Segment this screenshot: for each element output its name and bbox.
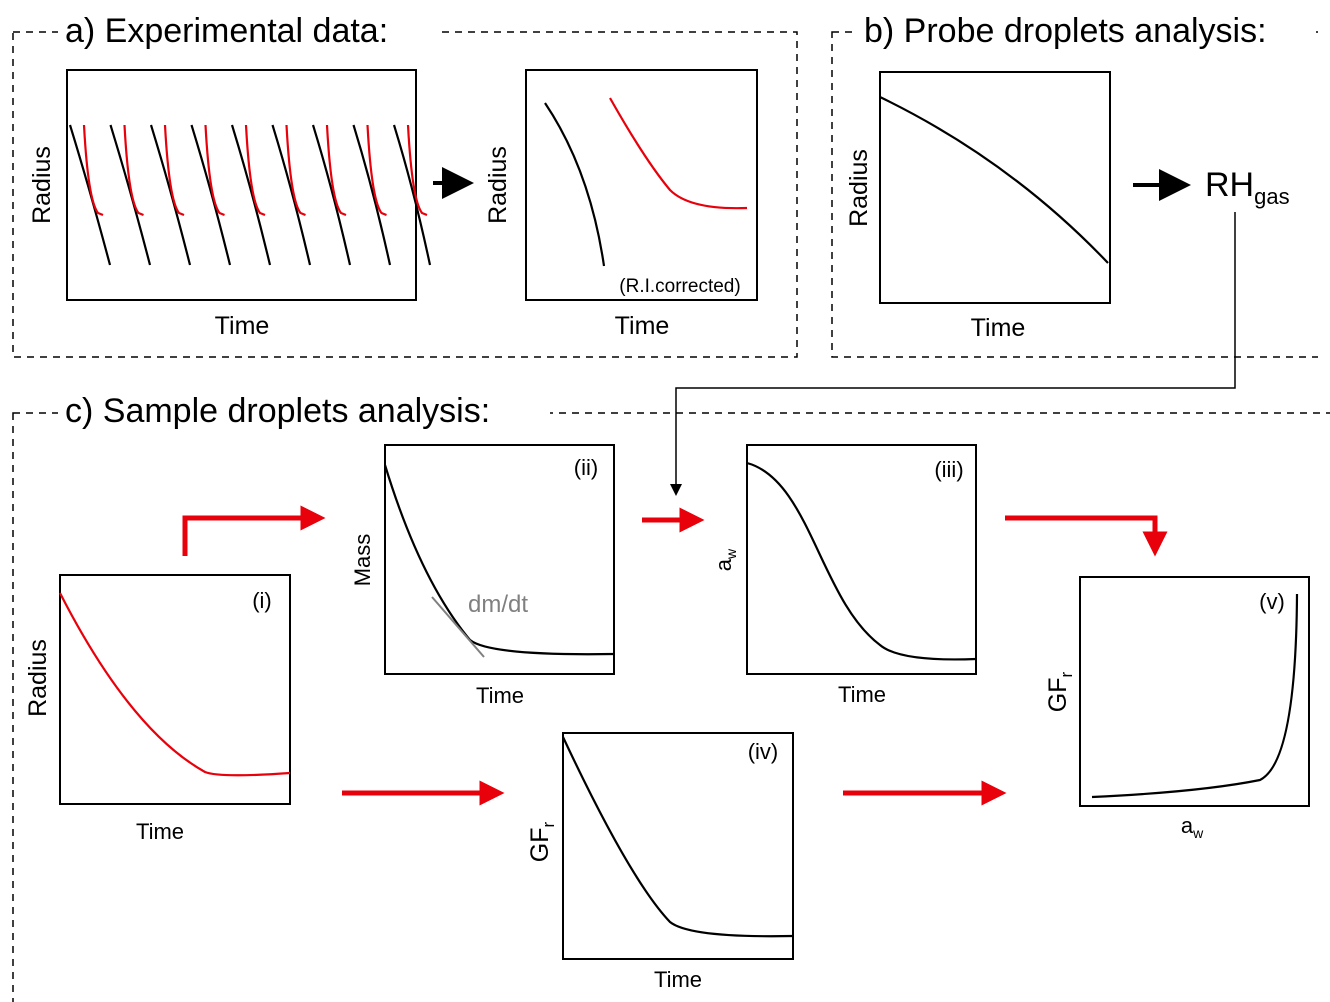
trace xyxy=(244,124,266,217)
label-subscript: r xyxy=(539,821,558,827)
curve xyxy=(879,96,1109,264)
x-label: Time xyxy=(136,819,184,844)
plot-frame xyxy=(384,444,615,675)
output: RHgas xyxy=(1205,166,1290,209)
y-label: Radius xyxy=(28,146,56,224)
trace xyxy=(392,124,432,266)
curve xyxy=(544,102,606,267)
tangent xyxy=(431,596,485,658)
x-label: Time xyxy=(838,682,886,707)
note: (R.I.corrected) xyxy=(619,276,740,297)
trace xyxy=(109,124,152,266)
curve xyxy=(59,592,291,777)
trace xyxy=(163,124,185,217)
label-main: GF xyxy=(1044,677,1072,712)
title-bg xyxy=(58,5,436,50)
title-bg xyxy=(856,5,1316,50)
trace xyxy=(123,124,144,217)
x-label: Time xyxy=(971,314,1026,342)
label-subscript: w xyxy=(723,548,739,560)
label-main: a xyxy=(1181,813,1194,838)
trace xyxy=(190,124,232,266)
trace xyxy=(366,124,387,217)
plot-frame xyxy=(746,444,977,675)
note: dm/dt xyxy=(468,591,528,618)
curve xyxy=(562,736,794,938)
x-label: Time xyxy=(654,967,702,992)
trace xyxy=(271,124,312,266)
trace xyxy=(68,124,112,266)
panel-label: (ii) xyxy=(574,455,598,480)
flow-arrow xyxy=(182,505,326,556)
y-label: aw xyxy=(711,548,739,571)
trace xyxy=(204,124,225,217)
trace xyxy=(325,124,347,217)
curve xyxy=(383,464,615,656)
curve xyxy=(746,461,977,661)
y-label: Radius xyxy=(24,639,52,717)
trace xyxy=(285,124,306,217)
section-title: c) Sample droplets analysis: xyxy=(65,392,490,430)
plot-frame xyxy=(562,732,794,960)
x-label: Time xyxy=(615,312,670,340)
trace xyxy=(311,124,352,266)
plot-frame xyxy=(66,69,417,301)
edge-mask xyxy=(1318,30,1330,360)
section-title: a) Experimental data: xyxy=(65,12,388,50)
panel-label: (i) xyxy=(252,588,272,613)
y-label: Radius xyxy=(845,149,873,227)
trace xyxy=(352,124,392,266)
curve xyxy=(609,97,748,210)
curves xyxy=(68,124,432,266)
plot-frame xyxy=(59,574,291,805)
label-main: a xyxy=(711,558,736,571)
label-main: GF xyxy=(526,827,554,862)
plot-frame xyxy=(1079,576,1310,807)
curve xyxy=(1091,593,1299,799)
panel-label: (iv) xyxy=(748,739,779,764)
output-main: RH xyxy=(1205,166,1254,204)
trace xyxy=(82,124,104,217)
section-title: b) Probe droplets analysis: xyxy=(864,12,1267,50)
y-label: Mass xyxy=(350,534,375,587)
trace xyxy=(230,124,272,266)
flow-arrow xyxy=(1005,515,1168,557)
section-frame xyxy=(12,412,1330,1002)
x-label: Time xyxy=(215,312,270,340)
trace xyxy=(149,124,192,266)
x-label: Time xyxy=(476,683,524,708)
output-subscript: gas xyxy=(1254,184,1289,209)
label-subscript: w xyxy=(1192,825,1204,841)
panel-label: (v) xyxy=(1259,589,1285,614)
plot-frame xyxy=(525,69,758,301)
connector xyxy=(670,212,1236,496)
title-bg xyxy=(58,386,550,431)
x-label: aw xyxy=(1181,813,1204,841)
panel-label: (iii) xyxy=(934,457,963,482)
label-subscript: r xyxy=(1057,671,1076,677)
y-label: Radius xyxy=(484,146,512,224)
plot-frame xyxy=(879,71,1111,304)
y-label: GFr xyxy=(1044,671,1076,712)
y-label: GFr xyxy=(526,821,558,862)
trace xyxy=(406,124,428,217)
